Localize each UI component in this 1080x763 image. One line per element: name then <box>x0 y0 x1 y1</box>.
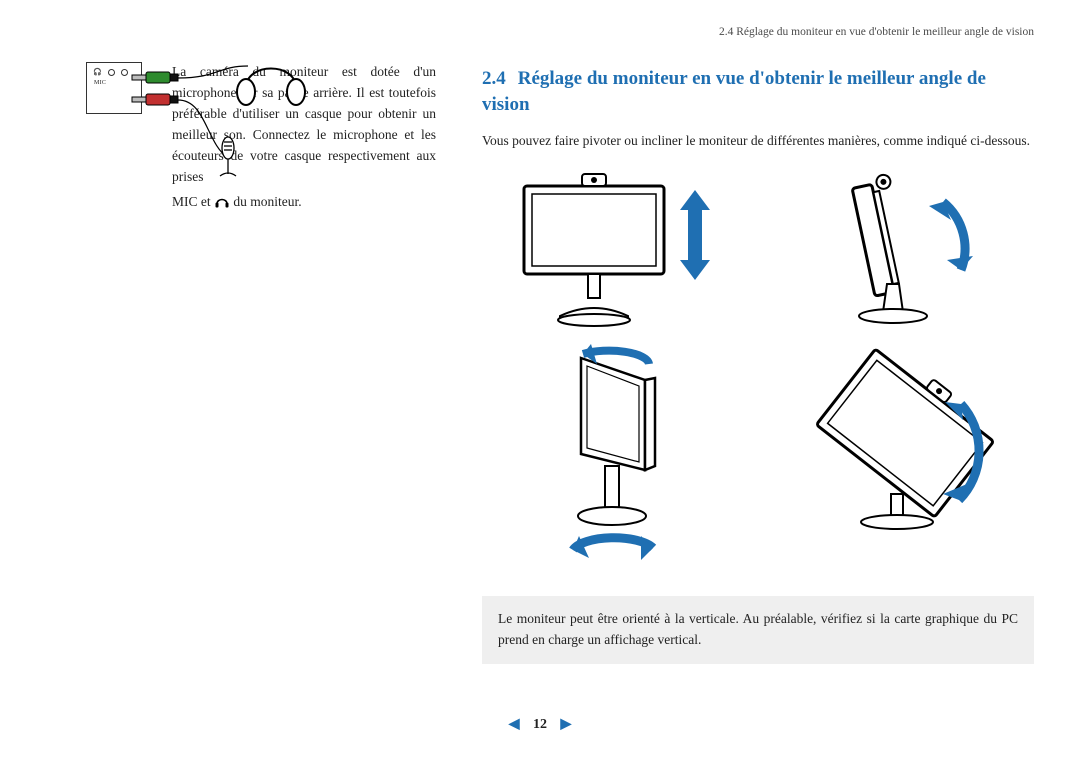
figure-pivot <box>793 344 1013 574</box>
figure-tilt <box>803 166 1003 336</box>
headphone-port <box>108 69 115 76</box>
right-column: 2.4 Réglage du moniteur en vue d'obtenir… <box>482 26 1034 680</box>
headphone-icon: 🎧 <box>93 69 102 76</box>
note-box: Le moniteur peut être orienté à la verti… <box>482 596 1034 664</box>
page-number: 12 <box>533 717 547 732</box>
footer-pagination: ◀ 12 ▶ <box>0 716 1080 733</box>
figure-swivel <box>529 344 699 574</box>
section-body: Vous pouvez faire pivoter ou incliner le… <box>482 131 1034 152</box>
headset-illustration <box>128 58 318 213</box>
section-number: 2.4 <box>482 66 506 92</box>
figure-grid <box>482 166 1034 574</box>
running-header: 2.4 Réglage du moniteur en vue d'obtenir… <box>482 26 1034 66</box>
section-heading: 2.4Réglage du moniteur en vue d'obtenir … <box>482 66 1034 117</box>
next-page-button[interactable]: ▶ <box>551 717 582 732</box>
mic-port <box>121 69 128 76</box>
prev-page-button[interactable]: ◀ <box>499 717 530 732</box>
left-column: 🎧 MIC <box>86 26 436 680</box>
section-title: Réglage du moniteur en vue d'obtenir le … <box>482 68 986 115</box>
figure-height-adjust <box>504 166 724 336</box>
